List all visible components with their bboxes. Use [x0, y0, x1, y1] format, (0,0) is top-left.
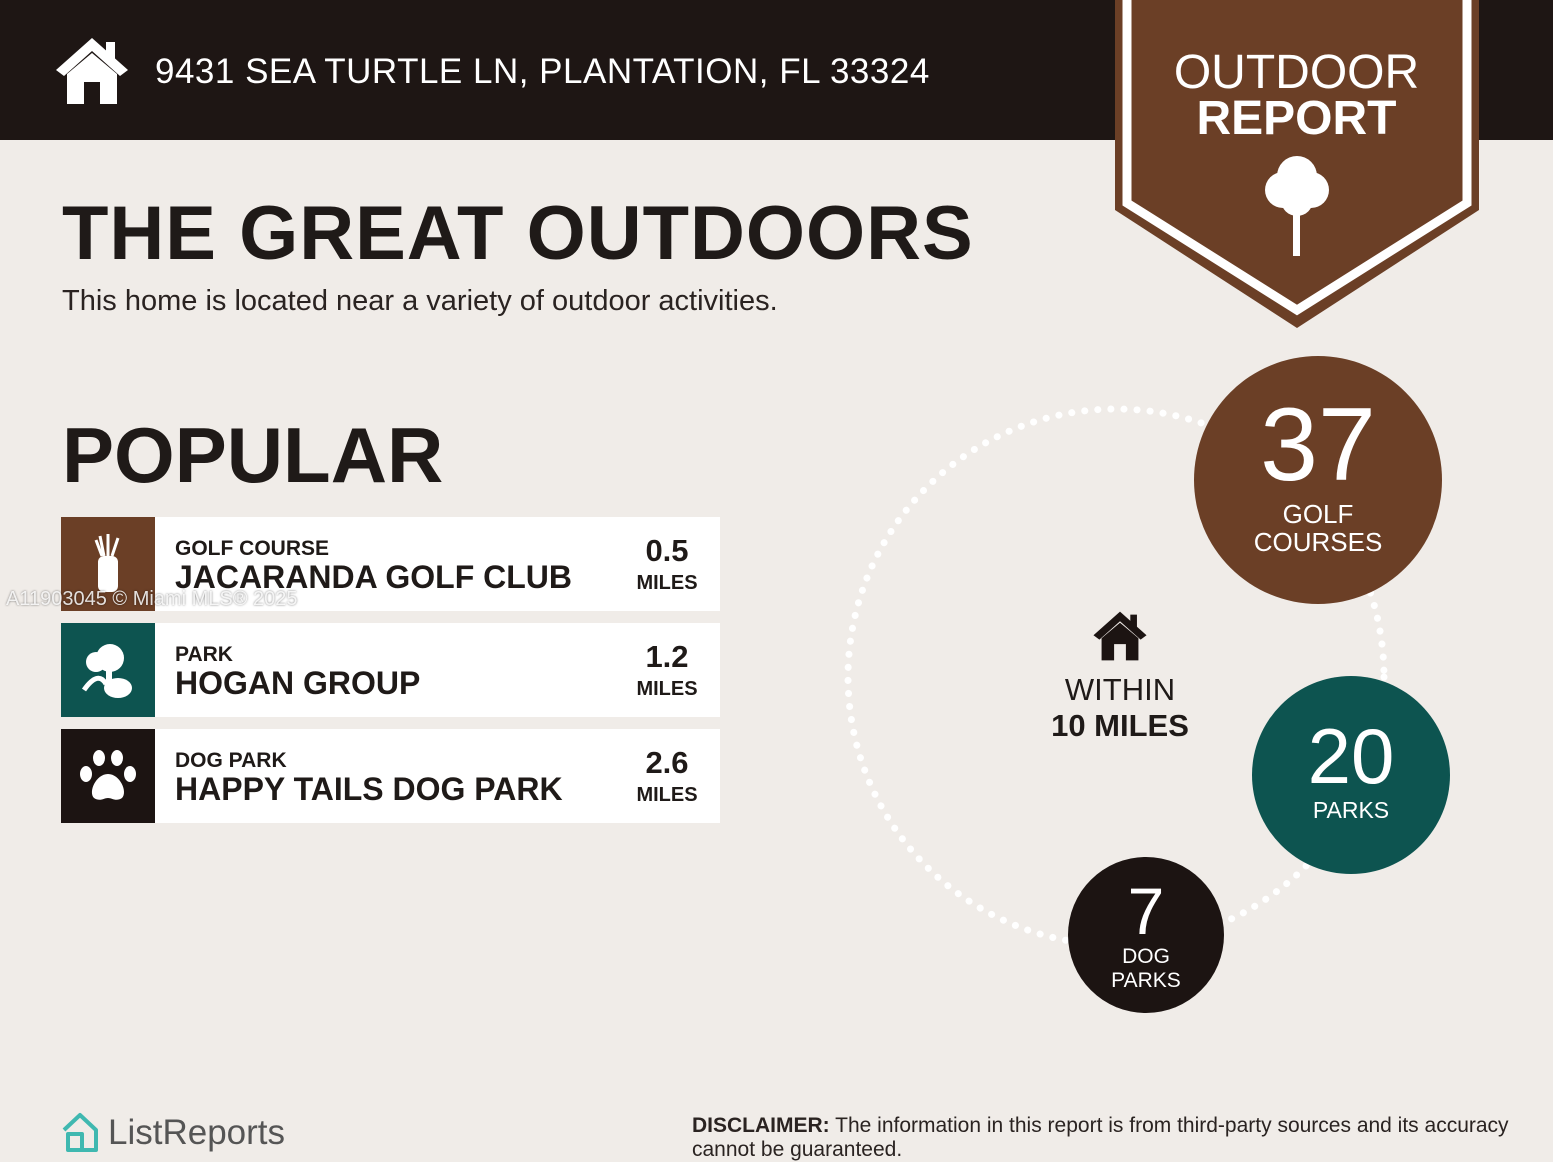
- house-icon: [56, 38, 128, 104]
- mls-watermark: A11903045 © Miami MLS® 2025: [6, 588, 298, 610]
- dog-parks-label-2: PARKS: [1111, 969, 1181, 992]
- park-trees-icon: [61, 623, 155, 717]
- dog-parks-label-1: DOG: [1122, 945, 1170, 968]
- item-distance: 1.2: [645, 639, 689, 674]
- golf-courses-count-circle: 37 GOLF COURSES: [1194, 356, 1442, 604]
- item-distance: 2.6: [645, 745, 689, 780]
- disclaimer-label: DISCLAIMER:: [692, 1114, 830, 1137]
- page-subtitle: This home is located near a variety of o…: [62, 285, 778, 317]
- page-title: THE GREAT OUTDOORS: [62, 191, 974, 276]
- item-category: PARK: [175, 643, 233, 666]
- golf-count: 37: [1260, 387, 1376, 503]
- parks-label: PARKS: [1312, 797, 1390, 823]
- item-category: GOLF COURSE: [175, 537, 330, 560]
- golf-bag-icon: [61, 517, 155, 611]
- popular-item-park: PARK HOGAN GROUP 1.2 MILES: [61, 623, 720, 717]
- tree-icon: [1265, 156, 1329, 256]
- within-radius-label: WITHIN 10 MILES: [1020, 672, 1220, 744]
- paw-icon: [61, 729, 155, 823]
- popular-heading: POPULAR: [62, 411, 444, 499]
- item-unit: MILES: [636, 784, 698, 806]
- parks-count-circle: 20 PARKS: [1252, 676, 1450, 874]
- parks-count: 20: [1307, 712, 1395, 800]
- listreports-logo-text: ListReports: [108, 1113, 286, 1152]
- badge-line-1: OUTDOOR: [1173, 46, 1420, 99]
- listreports-logo-icon: [62, 1113, 98, 1152]
- item-unit: MILES: [636, 572, 698, 594]
- listreports-logo: ListReports: [60, 1112, 285, 1154]
- popular-item-golf: GOLF COURSE JACARANDA GOLF CLUB 0.5 MILE…: [61, 517, 720, 611]
- property-address: 9431 SEA TURTLE LN, PLANTATION, FL 33324: [155, 52, 930, 91]
- item-name: JACARANDA GOLF CLUB: [175, 559, 573, 595]
- badge-title: OUTDOOR REPORT: [1115, 46, 1478, 145]
- house-icon: [1093, 611, 1147, 661]
- dog-parks-count-circle: 7 DOG PARKS: [1068, 857, 1224, 1013]
- disclaimer-text: The information in this report is from t…: [692, 1114, 1509, 1161]
- dog-parks-count: 7: [1127, 874, 1165, 948]
- item-name: HOGAN GROUP: [175, 665, 421, 701]
- item-unit: MILES: [636, 678, 698, 700]
- within-line-1: WITHIN: [1064, 672, 1176, 707]
- item-distance: 0.5: [645, 533, 689, 568]
- outdoor-report-badge: [1115, 0, 1479, 328]
- item-name: HAPPY TAILS DOG PARK: [175, 771, 563, 807]
- within-line-2: 10 MILES: [1051, 708, 1189, 743]
- badge-line-2: REPORT: [1196, 92, 1397, 145]
- golf-label-2: COURSES: [1253, 527, 1383, 557]
- item-category: DOG PARK: [175, 749, 287, 772]
- popular-item-dog-park: DOG PARK HAPPY TAILS DOG PARK 2.6 MILES: [61, 729, 720, 823]
- disclaimer: DISCLAIMER: The information in this repo…: [692, 1114, 1512, 1162]
- golf-label-1: GOLF: [1282, 499, 1354, 529]
